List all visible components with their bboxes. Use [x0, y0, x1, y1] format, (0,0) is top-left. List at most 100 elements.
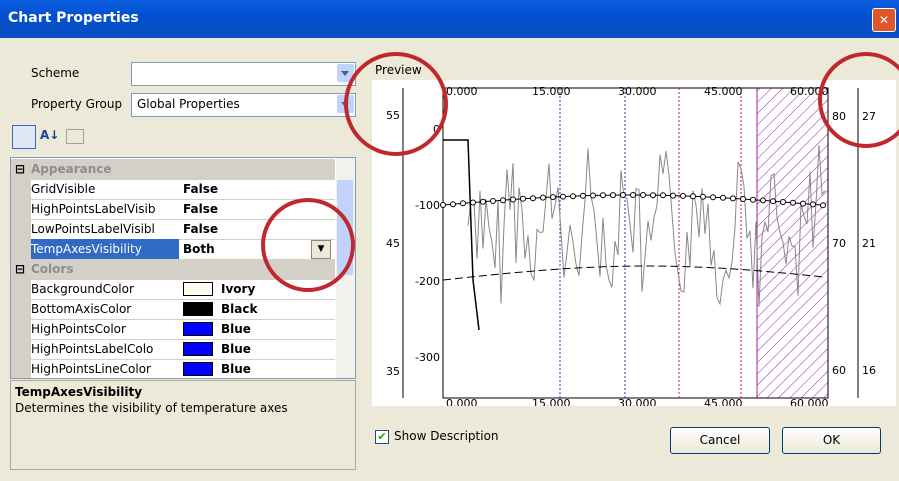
combo-value: Global Properties — [137, 97, 240, 111]
property-value: Blue — [221, 322, 251, 336]
trace-point — [461, 201, 466, 206]
property-value: Ivory — [221, 282, 255, 296]
trace-point — [571, 194, 576, 199]
category-row: ⊟ Appearance — [11, 159, 335, 180]
color-swatch — [183, 302, 213, 316]
description-text: Determines the visibility of temperature… — [15, 401, 288, 415]
color-swatch — [183, 322, 213, 336]
property-row[interactable]: TempAxesVisibility Both ▼ — [11, 239, 335, 260]
close-button[interactable]: ✕ — [872, 8, 896, 32]
color-swatch — [183, 362, 213, 376]
dialog-title: Chart Properties — [8, 10, 139, 26]
checkbox[interactable]: ✔ — [375, 430, 389, 444]
trace-point — [631, 193, 636, 198]
expander: ⊟ — [15, 162, 25, 176]
property-value: False — [183, 222, 218, 236]
right-tick-label: 27 — [862, 110, 876, 123]
trace-point — [591, 193, 596, 198]
hatch-region — [757, 88, 828, 398]
dropdown-button[interactable]: ▼ — [311, 240, 331, 259]
checkbox-label[interactable]: Show Description — [394, 429, 499, 443]
description-panel: TempAxesVisibility Determines the visibi… — [10, 380, 356, 470]
sort-button[interactable]: A↓ — [40, 128, 59, 142]
property-name: BottomAxisColor — [31, 302, 179, 316]
property-value: False — [183, 202, 218, 216]
trace-point — [781, 200, 786, 205]
right-tick-label: 16 — [862, 364, 876, 377]
property-group-combo[interactable]: Global Properties — [131, 93, 356, 117]
trace-point — [711, 195, 716, 200]
trace-point — [551, 195, 556, 200]
ok-button[interactable]: OK — [782, 427, 881, 454]
property-value: False — [183, 182, 218, 196]
trace-point — [481, 199, 486, 204]
expander: ⊟ — [15, 262, 25, 276]
trace-point — [651, 193, 656, 198]
left-tick-label: 35 — [386, 365, 400, 378]
property-name: TempAxesVisibility — [31, 239, 179, 259]
property-name: LowPointsLabelVisibl — [31, 222, 179, 236]
description-title: TempAxesVisibility — [15, 385, 142, 399]
trace-point — [721, 195, 726, 200]
gutter — [11, 339, 31, 359]
right-tick-label: 70 — [832, 237, 846, 250]
trace-point — [761, 198, 766, 203]
scheme-label: Scheme — [31, 66, 79, 80]
bottom-tick-label: 45.000 — [704, 397, 743, 406]
property-name: HighPointsLabelColo — [31, 342, 179, 356]
preview-label: Preview — [375, 63, 422, 77]
trace-point — [611, 193, 616, 198]
trace-point — [731, 196, 736, 201]
gutter — [11, 319, 31, 339]
gutter — [11, 299, 31, 319]
gutter — [11, 359, 31, 379]
gutter — [11, 179, 31, 199]
scrollbar[interactable] — [336, 158, 355, 378]
trace-point — [691, 194, 696, 199]
property-row[interactable]: HighPointsLabelColo Blue — [11, 339, 335, 360]
property-name: HighPointsColor — [31, 322, 179, 336]
gutter — [11, 219, 31, 239]
trace-point — [811, 202, 816, 207]
category-name: Appearance — [31, 162, 179, 176]
scroll-thumb[interactable] — [337, 180, 353, 275]
property-value: Blue — [221, 342, 251, 356]
color-swatch — [183, 282, 213, 296]
trace-point — [671, 193, 676, 198]
bottom-tick-label: 60.000 — [790, 397, 829, 406]
bottom-tick-label: 30.000 — [618, 397, 657, 406]
trace-point — [751, 197, 756, 202]
inner-tick-label: -300 — [415, 351, 440, 364]
trace-point — [701, 194, 706, 199]
categorized-button[interactable] — [12, 125, 36, 149]
trace-point — [621, 193, 626, 198]
property-row[interactable]: HighPointsColor Blue — [11, 319, 335, 340]
trace-point — [601, 193, 606, 198]
top-tick-label: 45.000 — [704, 85, 743, 98]
trace-point — [771, 199, 776, 204]
trace-point — [801, 201, 806, 206]
trace-point — [511, 197, 516, 202]
trace-point — [501, 198, 506, 203]
left-tick-label: 55 — [386, 109, 400, 122]
property-name: HighPointsLineColor — [31, 362, 179, 376]
property-row[interactable]: LowPointsLabelVisibl False — [11, 219, 335, 240]
scheme-combo[interactable] — [131, 62, 356, 86]
property-name: BackgroundColor — [31, 282, 179, 296]
trace-point — [521, 196, 526, 201]
cancel-button[interactable]: Cancel — [670, 427, 770, 454]
trace-point — [821, 203, 826, 208]
property-value: Both — [183, 242, 215, 256]
trace-point — [681, 193, 686, 198]
trace-point — [451, 202, 456, 207]
property-row[interactable]: BackgroundColor Ivory — [11, 279, 335, 300]
right-tick-label: 80 — [832, 110, 846, 123]
pages-button[interactable] — [66, 129, 84, 144]
trace-point — [581, 193, 586, 198]
